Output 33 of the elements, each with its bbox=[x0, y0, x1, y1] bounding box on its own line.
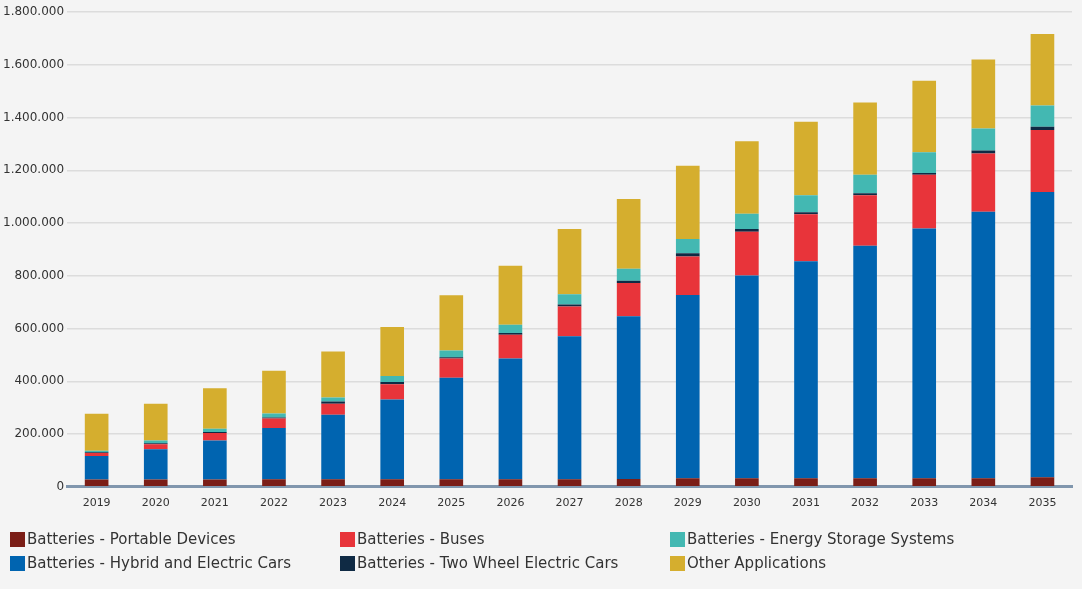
y-tick-label: 1.000.000 bbox=[2, 215, 65, 230]
y-tick-label: 1.200.000 bbox=[2, 162, 65, 177]
legend-label: Batteries - Hybrid and Electric Cars bbox=[27, 554, 292, 572]
x-tick-label: 2019 bbox=[82, 496, 111, 510]
y-tick-label: 1.600.000 bbox=[2, 56, 65, 71]
y-tick-label: 600.000 bbox=[14, 320, 65, 335]
y-tick-label: 1.800.000 bbox=[2, 4, 65, 19]
y-tick-label: 0 bbox=[56, 478, 65, 493]
y-tick-label: 400.000 bbox=[14, 373, 65, 388]
x-tick-label: 2032 bbox=[851, 496, 880, 510]
x-tick-label: 2027 bbox=[555, 496, 584, 510]
x-tick-label: 2030 bbox=[732, 496, 761, 510]
x-tick-label: 2028 bbox=[614, 496, 643, 510]
x-tick-label: 2034 bbox=[969, 496, 998, 510]
x-tick-label: 2022 bbox=[259, 496, 288, 510]
legend-label: Batteries - Energy Storage Systems bbox=[687, 530, 955, 548]
y-tick-label: 1.400.000 bbox=[2, 109, 65, 124]
x-tick-label: 2033 bbox=[910, 496, 939, 510]
legend-label: Batteries - Buses bbox=[357, 530, 485, 548]
x-tick-label: 2024 bbox=[378, 496, 407, 510]
y-tick-label: 200.000 bbox=[14, 426, 65, 441]
x-tick-label: 2031 bbox=[791, 496, 820, 510]
x-tick-label: 2029 bbox=[673, 496, 702, 510]
y-tick-label: 800.000 bbox=[14, 267, 65, 282]
x-tick-label: 2025 bbox=[437, 496, 466, 510]
x-tick-label: 2026 bbox=[496, 496, 525, 510]
legend-label: Other Applications bbox=[687, 554, 826, 572]
x-tick-label: 2020 bbox=[141, 496, 170, 510]
x-tick-label: 2021 bbox=[200, 496, 229, 510]
legend-label: Batteries - Portable Devices bbox=[27, 530, 236, 548]
x-tick-label: 2035 bbox=[1028, 496, 1057, 510]
legend-label: Batteries - Two Wheel Electric Cars bbox=[357, 554, 619, 572]
x-tick-label: 2023 bbox=[319, 496, 348, 510]
